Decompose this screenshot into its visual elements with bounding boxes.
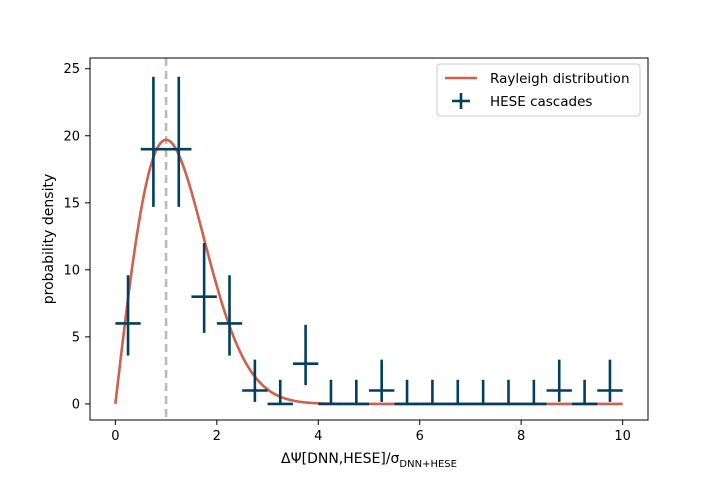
y-axis-label: probability density (41, 174, 57, 304)
data-point (419, 379, 446, 406)
data-point (267, 379, 293, 406)
data-point (115, 275, 141, 356)
data-point (597, 359, 623, 402)
rayleigh-curve (114, 138, 623, 406)
y-tick-label: 5 (72, 330, 80, 345)
y-axis: 0 5 10 15 20 25 (63, 62, 90, 412)
x-axis-label: ΔΨ[DNN,HESE]/σDNN+HESE (281, 451, 457, 470)
x-tick-label: 0 (111, 429, 119, 444)
data-point (495, 379, 522, 406)
data-point (470, 379, 496, 406)
data-point (166, 76, 192, 207)
y-tick-label: 0 (72, 397, 80, 412)
x-axis-label-subscript: DNN+HESE (399, 459, 457, 470)
plot-frame (89, 57, 649, 421)
legend-label-rayleigh: Rayleigh distribution (490, 71, 630, 87)
x-tick-label: 4 (314, 429, 322, 444)
data-point (521, 379, 547, 406)
legend: Rayleigh distribution HESE cascades (436, 63, 641, 117)
data-point (343, 379, 369, 406)
data-point (292, 324, 319, 386)
y-tick-label: 20 (63, 129, 80, 144)
y-tick-label: 10 (63, 263, 80, 278)
x-tick-label: 6 (416, 429, 424, 444)
data-point (140, 76, 167, 207)
data-point (369, 359, 395, 402)
y-tick-label: 25 (63, 62, 80, 77)
data-point (571, 379, 598, 406)
data-point (318, 379, 344, 406)
data-point (191, 243, 217, 333)
x-tick-label: 8 (517, 429, 525, 444)
x-tick-label: 2 (213, 429, 221, 444)
data-point (445, 379, 471, 406)
plot-area (114, 58, 623, 420)
legend-label-hese: HESE cascades (490, 94, 592, 110)
legend-swatch-hese (452, 93, 470, 109)
legend-box (436, 63, 641, 117)
data-point (394, 379, 420, 406)
data-point (546, 359, 572, 402)
x-axis: 0 2 4 6 8 10 (111, 420, 631, 444)
x-axis-label-main: ΔΨ[DNN,HESE]/σ (281, 451, 400, 467)
x-tick-label: 10 (614, 429, 631, 444)
data-point (216, 275, 243, 356)
data-point (242, 359, 268, 402)
y-tick-label: 15 (63, 196, 80, 211)
